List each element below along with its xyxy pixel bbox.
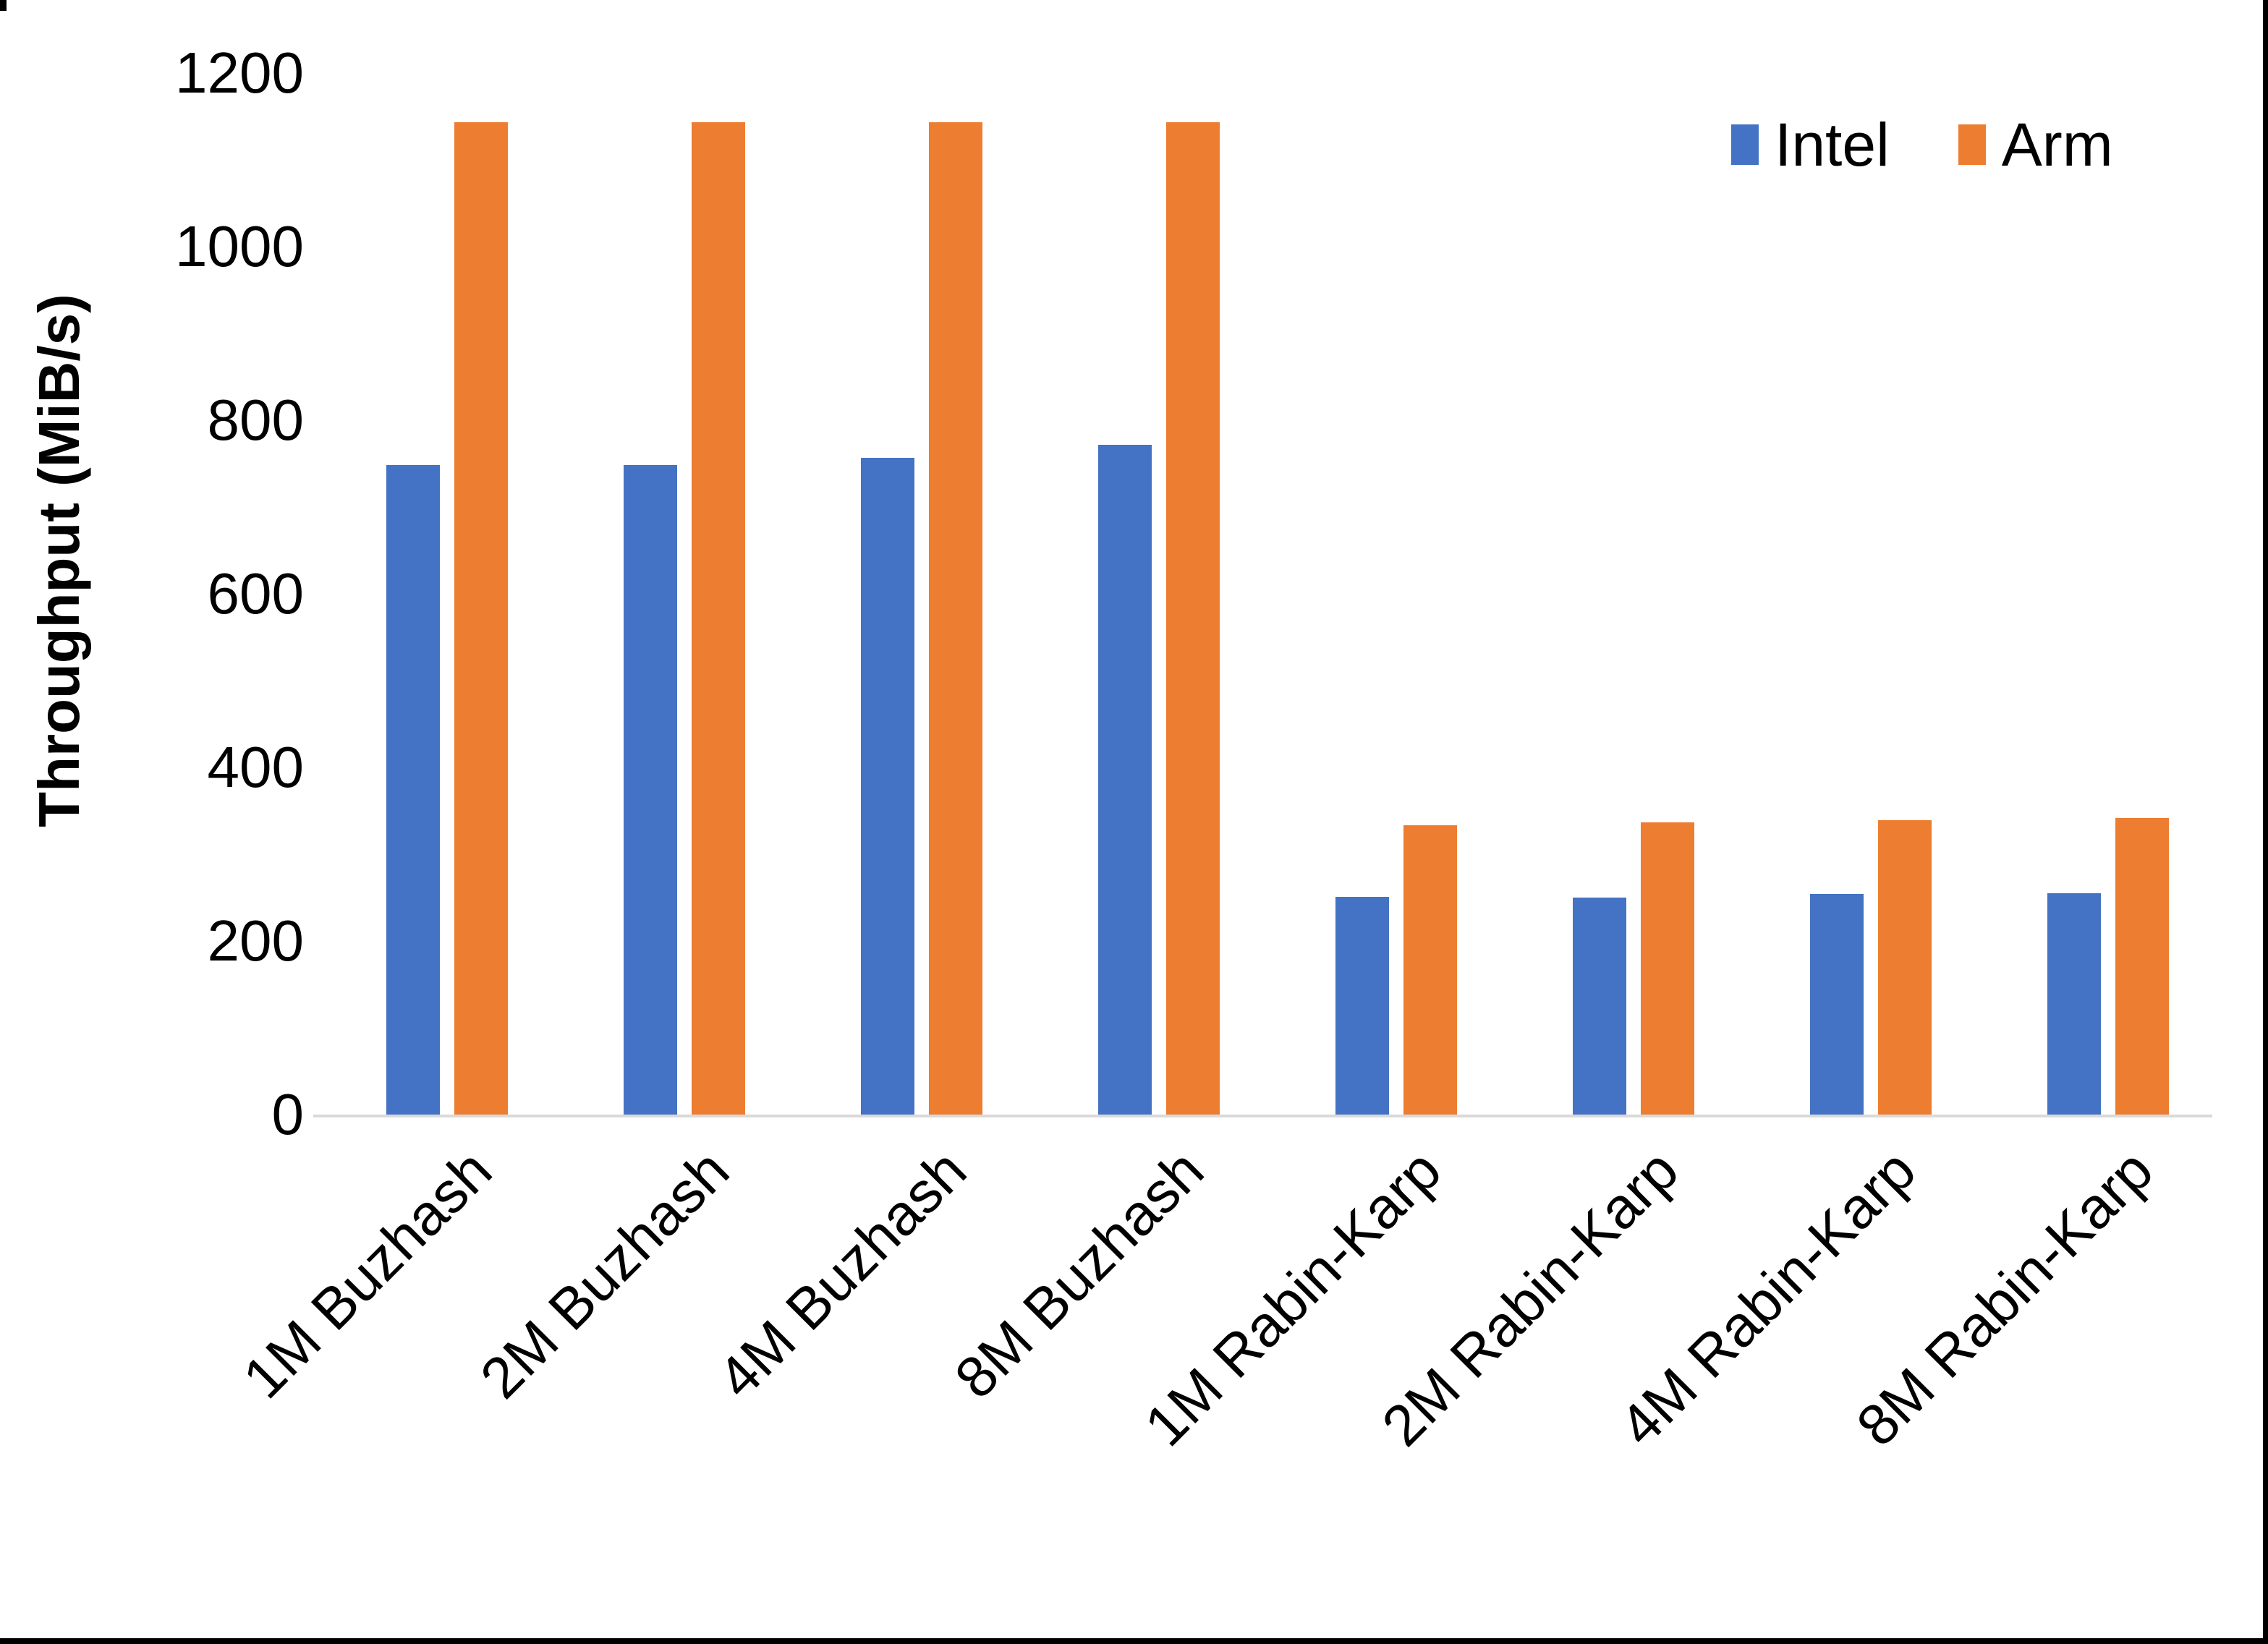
x-axis-line bbox=[313, 1115, 2212, 1117]
y-tick-label-800: 800 bbox=[207, 388, 304, 452]
frame-topleft-mark bbox=[0, 0, 7, 11]
frame-bottom-border bbox=[0, 1638, 2268, 1644]
bar-arm-2m-buzhash bbox=[692, 122, 745, 1115]
bar-intel-8m-rabin-karp bbox=[2047, 893, 2101, 1115]
bar-intel-2m-rabin-karp bbox=[1573, 898, 1626, 1115]
bar-arm-8m-rabin-karp bbox=[2115, 817, 2169, 1115]
x-category-label-4m-buzhash: 4M Buzhash bbox=[705, 1137, 979, 1411]
legend-item-intel: Intel bbox=[1731, 114, 1890, 175]
bar-intel-1m-buzhash bbox=[386, 465, 440, 1115]
bar-intel-2m-buzhash bbox=[624, 465, 677, 1115]
legend: Intel Arm bbox=[1731, 114, 2113, 175]
legend-swatch-intel bbox=[1731, 124, 1759, 165]
x-category-label-1m-buzhash: 1M Buzhash bbox=[231, 1137, 504, 1411]
y-tick-label-1200: 1200 bbox=[175, 41, 304, 105]
y-tick-label-1000: 1000 bbox=[175, 214, 304, 278]
y-tick-label-400: 400 bbox=[207, 735, 304, 799]
frame-right-border bbox=[2263, 0, 2268, 1644]
y-tick-label-200: 200 bbox=[207, 908, 304, 973]
bar-intel-1m-rabin-karp bbox=[1335, 896, 1389, 1115]
bar-intel-4m-buzhash bbox=[861, 457, 914, 1115]
x-category-label-2m-buzhash: 2M Buzhash bbox=[468, 1137, 742, 1411]
bar-arm-2m-rabin-karp bbox=[1641, 822, 1694, 1115]
y-axis-title: Throughput (MiB/s) bbox=[27, 294, 91, 827]
legend-label-arm: Arm bbox=[2001, 111, 2113, 179]
bar-arm-1m-buzhash bbox=[454, 122, 508, 1115]
legend-item-arm: Arm bbox=[1958, 114, 2113, 175]
bar-arm-4m-rabin-karp bbox=[1878, 820, 1932, 1115]
bar-arm-4m-buzhash bbox=[929, 122, 982, 1115]
bar-intel-8m-buzhash bbox=[1098, 444, 1152, 1115]
legend-swatch-arm bbox=[1958, 124, 1986, 165]
y-tick-label-600: 600 bbox=[207, 561, 304, 626]
bar-intel-4m-rabin-karp bbox=[1810, 894, 1864, 1115]
bar-arm-8m-buzhash bbox=[1166, 122, 1220, 1115]
y-tick-label-0: 0 bbox=[271, 1082, 305, 1146]
bar-arm-1m-rabin-karp bbox=[1403, 825, 1457, 1115]
legend-label-intel: Intel bbox=[1775, 111, 1890, 179]
